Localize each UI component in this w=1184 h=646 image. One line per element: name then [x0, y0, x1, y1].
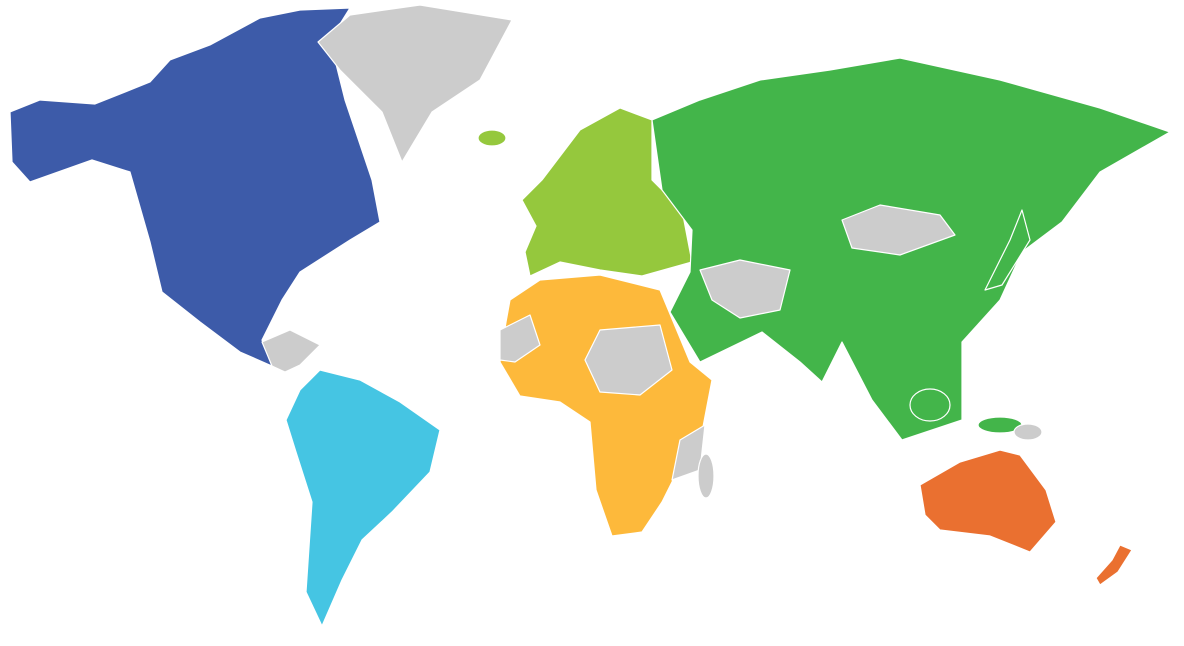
region-iceland[interactable]: [477, 129, 507, 147]
region-madagascar[interactable]: [697, 453, 715, 499]
region-japan[interactable]: [984, 209, 1031, 291]
region-new-zealand[interactable]: [1095, 544, 1133, 586]
region-south-america[interactable]: [285, 369, 441, 627]
region-north-america[interactable]: [9, 7, 381, 367]
region-mongolia[interactable]: [841, 204, 956, 256]
region-borneo[interactable]: [909, 388, 951, 422]
region-west-africa[interactable]: [499, 314, 541, 363]
region-australia[interactable]: [919, 449, 1057, 553]
region-iran[interactable]: [699, 259, 791, 319]
region-papua[interactable]: [1013, 423, 1043, 441]
region-greenland[interactable]: [317, 4, 513, 163]
region-central-america[interactable]: [261, 329, 321, 373]
region-central-africa[interactable]: [584, 324, 673, 396]
